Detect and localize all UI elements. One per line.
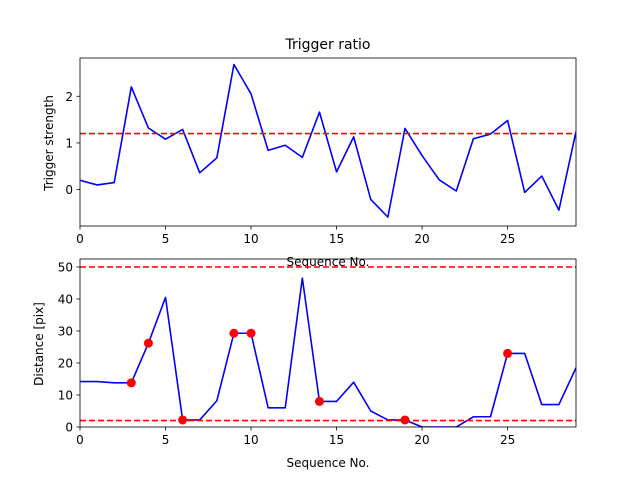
bottom-chart-y-tick-label: 20	[58, 357, 73, 371]
top-chart-x-tick-label: 0	[76, 232, 84, 246]
bottom-chart-y-tick-label: 50	[58, 261, 73, 275]
bottom-chart-marker-point	[126, 378, 136, 388]
bottom-chart-x-tick-label: 10	[243, 433, 258, 447]
bottom-chart-marker-point	[503, 348, 513, 358]
bottom-chart-marker-point	[229, 328, 239, 338]
bottom-chart-marker-point	[246, 328, 256, 338]
top-chart-plot-area	[80, 63, 576, 218]
top-chart-y-tick-label: 2	[65, 90, 73, 104]
bottom-chart-x-tick-label: 5	[162, 433, 170, 447]
top-chart-title: Trigger ratio	[284, 37, 370, 53]
top-chart-panel: 0 5 10 15 20 25 0 1 2	[65, 57, 577, 246]
bottom-chart-x-tick-label: 20	[414, 433, 429, 447]
top-chart-x-tick-label: 25	[500, 232, 515, 246]
top-chart-series-line	[80, 63, 576, 218]
bottom-chart-y-tick-label: 10	[58, 389, 73, 403]
bottom-chart-y-tick-label: 40	[58, 293, 73, 307]
top-chart-ylabel: Trigger strength	[42, 95, 56, 192]
bottom-chart-ylabel: Distance [pix]	[32, 302, 46, 386]
top-chart-y-tick-label: 0	[65, 183, 73, 197]
bottom-chart-x-tick-label: 0	[76, 433, 84, 447]
top-chart-frame	[79, 57, 577, 227]
bottom-chart-x-tick-label: 15	[329, 433, 344, 447]
bottom-chart-xlabel: Sequence No.	[287, 456, 370, 470]
bottom-chart-series-line	[80, 277, 576, 427]
top-chart-x-tick-label: 5	[162, 232, 170, 246]
bottom-chart-x-tick-label: 25	[500, 433, 515, 447]
top-chart-x-tick-label: 15	[329, 232, 344, 246]
bottom-chart-y-tick-label: 30	[58, 325, 73, 339]
bottom-chart-marker-point	[143, 338, 153, 348]
bottom-chart-plot-area	[80, 266, 576, 427]
bottom-chart-marker-point	[400, 415, 410, 425]
bottom-chart-y-tick-label: 0	[65, 421, 73, 435]
top-chart-x-tick-label: 20	[414, 232, 429, 246]
top-chart-xlabel: Sequence No.	[287, 255, 370, 269]
bottom-chart-marker-point	[314, 396, 324, 406]
top-chart-y-tick-label: 1	[65, 136, 73, 150]
top-chart-x-tick-label: 10	[243, 232, 258, 246]
bottom-chart-marker-point	[178, 415, 188, 425]
bottom-chart-panel: 0 5 10 15 20 25 0 10 20 30 40 50	[58, 258, 577, 447]
bottom-chart-frame	[79, 258, 577, 428]
